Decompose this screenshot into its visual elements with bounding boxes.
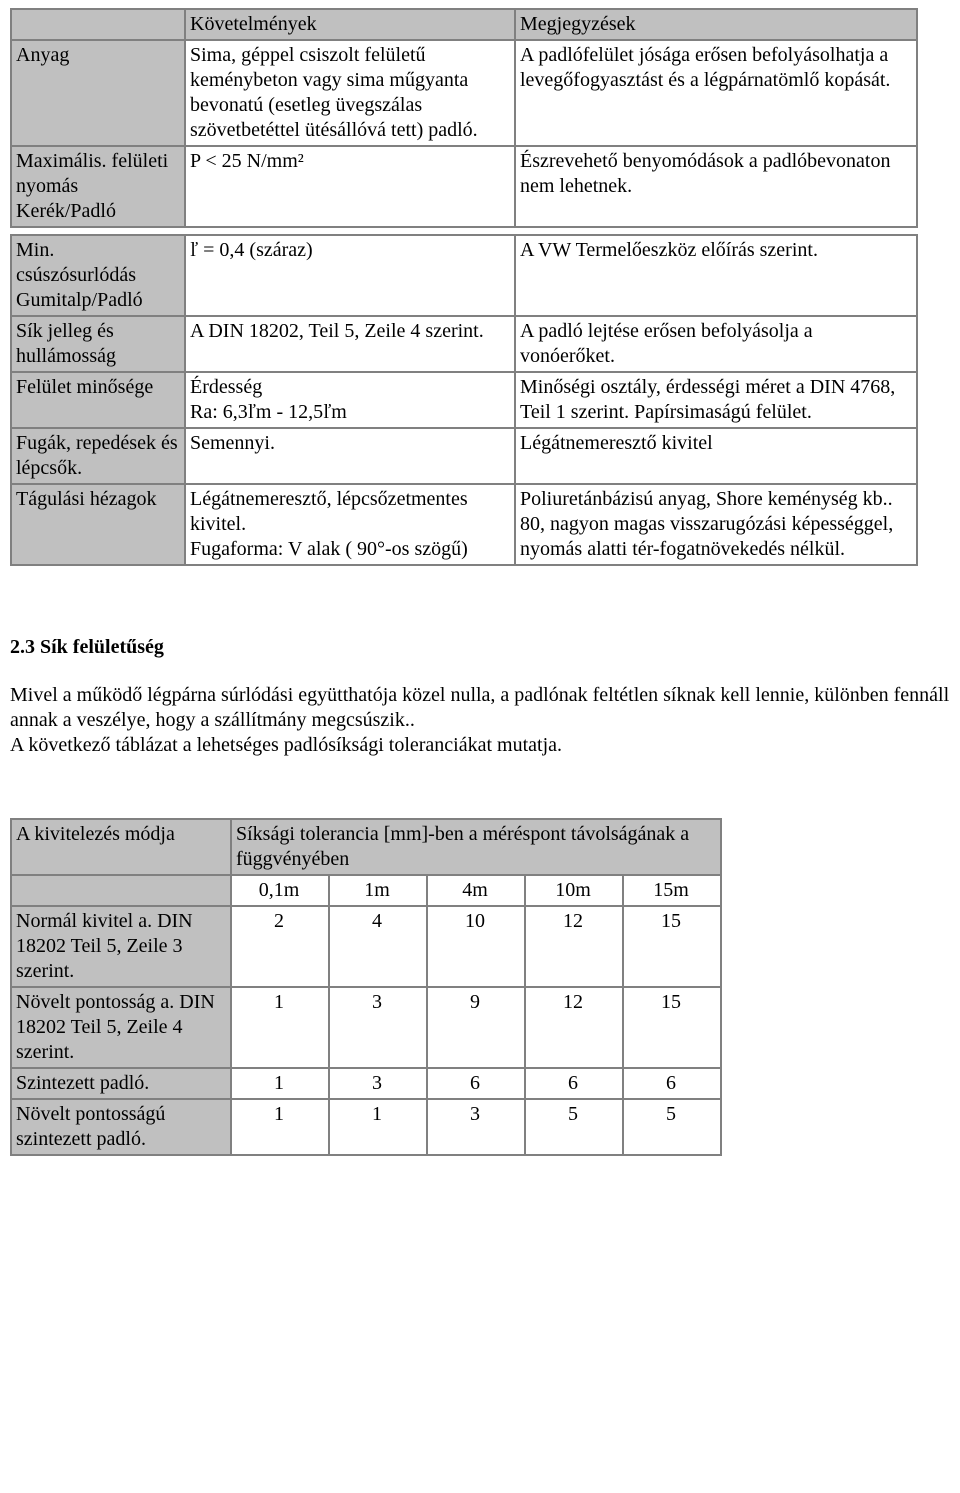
cell: 3 xyxy=(330,988,426,1067)
cell: 3 xyxy=(428,1100,524,1154)
requirements-table-1: Követelmények Megjegyzések Anyag Sima, g… xyxy=(10,8,918,228)
cell: 12 xyxy=(526,907,622,986)
cell: 6 xyxy=(526,1069,622,1098)
header-span: Síksági tolerancia [mm]-ben a méréspont … xyxy=(232,820,720,874)
cell: 3 xyxy=(330,1069,426,1098)
table-row: Felület minősége ÉrdességRa: 6,3ľm - 12,… xyxy=(12,373,916,427)
row-label: Szintezett padló. xyxy=(12,1069,230,1098)
row-label: Felület minősége xyxy=(12,373,184,427)
row-label: Min. csúszósurlódás Gumitalp/Padló xyxy=(12,236,184,315)
col-header: 15m xyxy=(624,876,720,905)
table-row: Növelt pontosság a. DIN 18202 Teil 5, Ze… xyxy=(12,988,720,1067)
section-paragraph: Mivel a működő légpárna súrlódási együtt… xyxy=(10,683,950,758)
row-requirement: Semennyi. xyxy=(186,429,514,483)
row-note: Minőségi osztály, érdességi méret a DIN … xyxy=(516,373,916,427)
table-row: Min. csúszósurlódás Gumitalp/Padló ľ = 0… xyxy=(12,236,916,315)
row-note: A VW Termelőeszköz előírás szerint. xyxy=(516,236,916,315)
cell: 1 xyxy=(232,988,328,1067)
col-header: 1m xyxy=(330,876,426,905)
cell: 9 xyxy=(428,988,524,1067)
row-note: Észrevehető benyomódások a padlóbevonato… xyxy=(516,147,916,226)
row-note: Légátnemeresztő kivitel xyxy=(516,429,916,483)
corner-label: A kivitelezés módja xyxy=(12,820,230,874)
table-row: Sík jelleg és hullámosság A DIN 18202, T… xyxy=(12,317,916,371)
header-empty xyxy=(12,10,184,39)
cell: 2 xyxy=(232,907,328,986)
table-row: Fugák, repedések és lépcsők. Semennyi. L… xyxy=(12,429,916,483)
row-label: Tágulási hézagok xyxy=(12,485,184,564)
table-row: Szintezett padló. 1 3 6 6 6 xyxy=(12,1069,720,1098)
cell: 4 xyxy=(330,907,426,986)
row-label: Normál kivitel a. DIN 18202 Teil 5, Zeil… xyxy=(12,907,230,986)
cell: 12 xyxy=(526,988,622,1067)
row-label: Fugák, repedések és lépcsők. xyxy=(12,429,184,483)
cell: 1 xyxy=(232,1069,328,1098)
row-label: Maximális. felületi nyomás Kerék/Padló xyxy=(12,147,184,226)
subheader-empty xyxy=(12,876,230,905)
table-header-row: A kivitelezés módja Síksági tolerancia [… xyxy=(12,820,720,874)
table-subheader-row: 0,1m 1m 4m 10m 15m xyxy=(12,876,720,905)
col-header: 4m xyxy=(428,876,524,905)
row-label: Sík jelleg és hullámosság xyxy=(12,317,184,371)
row-requirement: A DIN 18202, Teil 5, Zeile 4 szerint. xyxy=(186,317,514,371)
table-row: Tágulási hézagok Légátnemeresztő, lépcső… xyxy=(12,485,916,564)
table-row: Maximális. felületi nyomás Kerék/Padló P… xyxy=(12,147,916,226)
cell: 6 xyxy=(624,1069,720,1098)
cell: 1 xyxy=(330,1100,426,1154)
row-note: Poliuretánbázisú anyag, Shore keménység … xyxy=(516,485,916,564)
cell: 5 xyxy=(526,1100,622,1154)
row-note: A padló lejtése erősen befolyásolja a vo… xyxy=(516,317,916,371)
cell: 6 xyxy=(428,1069,524,1098)
row-label: Növelt pontosságú szintezett padló. xyxy=(12,1100,230,1154)
col-header: 10m xyxy=(526,876,622,905)
tolerance-table: A kivitelezés módja Síksági tolerancia [… xyxy=(10,818,722,1156)
table-row: Növelt pontosságú szintezett padló. 1 1 … xyxy=(12,1100,720,1154)
cell: 15 xyxy=(624,988,720,1067)
table-header-row: Követelmények Megjegyzések xyxy=(12,10,916,39)
row-label: Növelt pontosság a. DIN 18202 Teil 5, Ze… xyxy=(12,988,230,1067)
header-requirements: Követelmények xyxy=(186,10,514,39)
section-heading: 2.3 Sík felületűség xyxy=(10,636,950,659)
cell: 5 xyxy=(624,1100,720,1154)
row-requirement: Légátnemeresztő, lépcsőzetmentes kivitel… xyxy=(186,485,514,564)
col-header: 0,1m xyxy=(232,876,328,905)
table-row: Anyag Sima, géppel csiszolt felületű kem… xyxy=(12,41,916,145)
row-label: Anyag xyxy=(12,41,184,145)
row-requirement: ÉrdességRa: 6,3ľm - 12,5ľm xyxy=(186,373,514,427)
row-requirement: ľ = 0,4 (száraz) xyxy=(186,236,514,315)
cell: 15 xyxy=(624,907,720,986)
requirements-table-2: Min. csúszósurlódás Gumitalp/Padló ľ = 0… xyxy=(10,234,918,566)
table-row: Normál kivitel a. DIN 18202 Teil 5, Zeil… xyxy=(12,907,720,986)
row-note: A padlófelület jósága erősen befolyásolh… xyxy=(516,41,916,145)
header-notes: Megjegyzések xyxy=(516,10,916,39)
cell: 10 xyxy=(428,907,524,986)
row-requirement: Sima, géppel csiszolt felületű keménybet… xyxy=(186,41,514,145)
row-requirement: P < 25 N/mm² xyxy=(186,147,514,226)
cell: 1 xyxy=(232,1100,328,1154)
